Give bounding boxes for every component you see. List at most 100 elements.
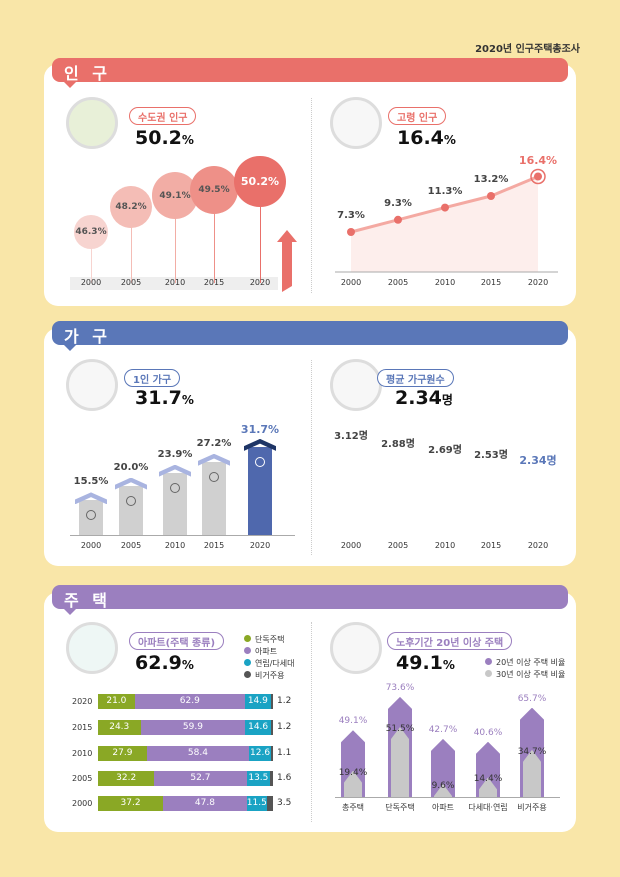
data-label: 65.7% [517,693,547,704]
avg-number: 2.34 [395,387,442,409]
apartment-icon [66,622,118,674]
year-label: 2015 [203,541,225,550]
data-label: 2.34명 [519,453,557,467]
data-label: 15.5% [73,476,109,488]
year-label: 2010 [434,278,456,287]
baseline [70,535,295,536]
single-label: 1인 가구 [124,369,181,387]
year-label: 2015 [480,541,502,550]
data-bubble: 48.2% [109,186,153,229]
data-point [394,215,402,224]
data-label: 51.5% [385,723,415,734]
old-legend: 20년 이상 주택 비율 30년 이상 주택 비율 [485,657,565,681]
bar-segment: 11.5 [246,796,267,811]
year-label: 2015 [480,278,502,287]
legend-item: 아파트 [244,646,295,658]
year-label: 2020 [527,541,549,550]
bar-segment: 27.9 [98,746,147,761]
bar-segment: 62.9 [134,694,245,709]
house-bar [344,770,362,797]
data-label: 16.4% [518,154,558,168]
bar-segment: 37.2 [98,796,164,811]
bar-segment: 52.7 [154,771,247,786]
data-label: 14.4% [473,774,503,785]
elderly-unit: % [443,133,456,147]
elderly-couple-icon [330,97,382,149]
old-unit: % [442,658,455,672]
year-label: 2015 [203,278,225,287]
data-label: 7.3% [337,210,365,221]
data-label: 19.4% [338,767,368,778]
area-fill [351,176,538,272]
house-bar [391,726,409,797]
family-house-icon [330,359,382,411]
bar-segment [270,694,273,709]
bar-segment [270,720,273,735]
year-label: 2005 [72,774,93,783]
capital-value: 50.2% [135,127,194,149]
data-label: 42.7% [428,724,458,735]
data-label: 11.3% [427,185,463,197]
data-label: 3.12명 [334,431,368,442]
bar-value: 1.2 [277,722,292,732]
category-label: 아파트 [431,803,455,812]
capital-baseline [70,277,278,290]
year-label: 2000 [72,799,93,808]
capital-number: 50.2 [135,127,182,149]
category-label: 총주택 [341,803,365,812]
section-population: 인 구 [52,58,568,88]
year-label: 2005 [387,278,409,287]
house-bar [523,749,541,797]
section-household: 가 구 [52,321,568,351]
old-label: 노후기간 20년 이상 주택 [387,632,513,650]
elderly-value: 16.4% [397,127,456,149]
stem-line [91,232,92,283]
apt-unit: % [181,658,194,672]
single-number: 31.7 [135,387,182,409]
apt-label: 아파트(주택 종류) [129,632,225,650]
year-label: 2015 [72,723,93,732]
capital-unit: % [181,133,194,147]
bar-segment: 12.6 [249,746,272,761]
baseline [335,797,560,798]
apt-number: 62.9 [135,652,182,674]
bar-segment [270,771,273,786]
bar-value: 1.2 [277,696,292,706]
old-value: 49.1% [396,652,455,674]
year-label: 2020 [72,697,93,706]
data-label: 13.2% [473,174,509,185]
house-bar [119,485,143,535]
bar-segment: 21.0 [98,694,135,709]
window-icon [209,471,219,482]
year-label: 2000 [340,541,362,550]
section-housing: 주 택 [52,585,568,615]
bar-segment: 24.3 [98,720,141,735]
legend-label: 아파트 [255,647,278,656]
divider [311,622,312,822]
legend-item: 연립/다세대 [244,658,295,670]
single-person-icon [66,359,118,411]
family-icon [66,97,118,149]
window-icon [126,495,136,506]
category-label: 비거주용 [517,803,547,812]
data-point [487,192,495,201]
data-label: 2.88명 [381,438,415,450]
bar-segment: 13.5 [246,771,271,786]
data-point [347,228,355,236]
data-label: 73.6% [385,682,415,693]
year-label: 2020 [527,278,549,287]
year-label: 2010 [164,541,186,550]
data-label: 34.7% [517,746,547,757]
legend-label: 30년 이상 주택 비율 [496,670,566,679]
single-value: 31.7% [135,387,194,409]
window-icon [86,510,96,521]
bar-segment: 32.2 [98,771,155,786]
bar-segment: 59.9 [140,720,246,735]
year-label: 2005 [120,278,142,287]
page-title: 2020년 인구주택총조사 [475,44,580,55]
bar-value: 3.5 [277,798,292,808]
divider [311,98,312,293]
data-label: 31.7% [240,422,280,436]
window-icon [170,482,180,493]
bar-segment: 14.9 [244,694,271,709]
